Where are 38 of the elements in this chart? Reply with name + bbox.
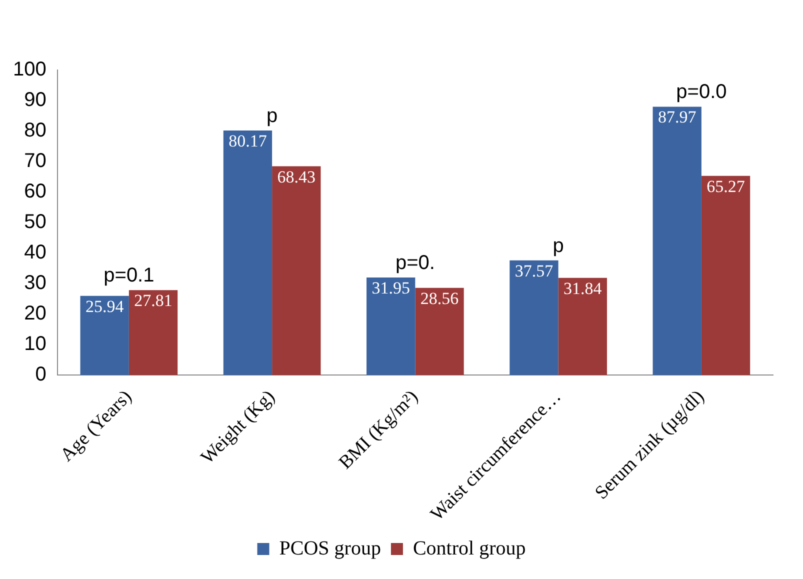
bar: [366, 278, 416, 376]
y-tick-label: 100: [12, 58, 46, 81]
bar: [223, 130, 272, 376]
legend-label: PCOS group: [279, 537, 381, 560]
data-label: 31.95: [372, 278, 410, 298]
y-tick-label: 20: [24, 302, 46, 325]
bar: [652, 106, 702, 376]
data-label: 27.81: [134, 291, 172, 310]
bar: [128, 290, 178, 376]
data-label: 87.97: [658, 108, 697, 127]
data-label: 68.43: [277, 167, 316, 186]
y-tick-label: 60: [24, 180, 46, 203]
y-tick-label: 0: [35, 364, 46, 386]
y-tick-label: 30: [24, 272, 46, 294]
data-label: 31.84: [564, 278, 602, 298]
y-tick-label: 70: [24, 150, 46, 172]
bar: [415, 288, 464, 376]
y-tick-label: 10: [24, 333, 46, 356]
bar: [510, 260, 558, 376]
bar: [272, 166, 321, 376]
annotation: p=0.1: [104, 264, 154, 287]
bar: [80, 296, 129, 376]
annotation: p=0.: [395, 252, 435, 274]
annotation: p=0.0: [676, 81, 727, 104]
data-label: 28.56: [420, 288, 459, 308]
data-label: 37.57: [514, 261, 554, 280]
y-tick-label: 80: [24, 120, 46, 142]
y-tick-label: 50: [24, 211, 46, 234]
annotation: p: [266, 105, 278, 127]
y-tick-label: 40: [24, 242, 46, 264]
data-label: 65.27: [706, 176, 746, 196]
y-tick-label: 90: [24, 89, 46, 112]
data-label: 25.94: [85, 296, 124, 316]
annotation: p: [552, 234, 564, 257]
bar: [701, 176, 750, 376]
bar: [558, 278, 607, 376]
data-label: 80.17: [228, 131, 268, 150]
legend-label: Control group: [412, 537, 526, 560]
